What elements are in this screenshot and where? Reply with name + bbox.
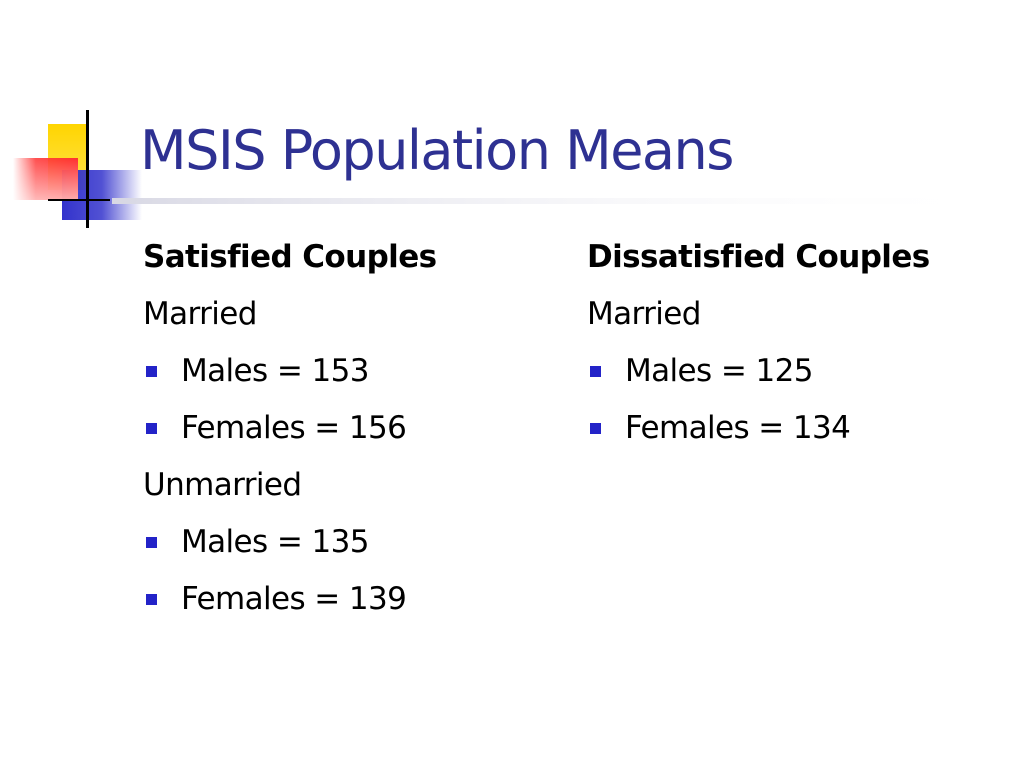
list-item-text: Females = 139: [181, 581, 407, 617]
list-item-text: Females = 156: [181, 410, 407, 446]
list-item-text: Males = 135: [181, 524, 369, 560]
group-label-married: Married: [587, 296, 701, 332]
slide-title: MSIS Population Means: [140, 119, 734, 182]
group-label-married: Married: [143, 296, 257, 332]
list-item: Females = 156: [143, 407, 573, 449]
bullet-list-married: Males = 125 Females = 134: [587, 350, 1017, 449]
list-item: Females = 134: [587, 407, 1017, 449]
decor-vertical-line: [86, 110, 89, 228]
square-bullet-icon: [146, 594, 157, 605]
list-item-text: Males = 125: [625, 353, 813, 389]
group-label-unmarried: Unmarried: [143, 467, 302, 503]
list-item: Males = 135: [143, 521, 573, 563]
column-heading: Dissatisfied Couples: [587, 239, 930, 275]
list-item: Males = 153: [143, 350, 573, 392]
list-item-text: Males = 153: [181, 353, 369, 389]
column-satisfied-couples: Satisfied Couples Married Males = 153 Fe…: [143, 236, 573, 635]
column-heading: Satisfied Couples: [143, 239, 437, 275]
list-item-text: Females = 134: [625, 410, 851, 446]
square-bullet-icon: [146, 537, 157, 548]
slide-corner-decoration: [13, 110, 1012, 228]
bullet-list-married: Males = 153 Females = 156: [143, 350, 573, 449]
decor-horizontal-line: [48, 199, 110, 201]
square-bullet-icon: [590, 366, 601, 377]
list-item: Females = 139: [143, 578, 573, 620]
square-bullet-icon: [146, 366, 157, 377]
square-bullet-icon: [590, 423, 601, 434]
list-item: Males = 125: [587, 350, 1017, 392]
column-dissatisfied-couples: Dissatisfied Couples Married Males = 125…: [587, 236, 1017, 464]
bullet-list-unmarried: Males = 135 Females = 139: [143, 521, 573, 620]
square-bullet-icon: [146, 423, 157, 434]
title-underline: [112, 198, 1012, 204]
